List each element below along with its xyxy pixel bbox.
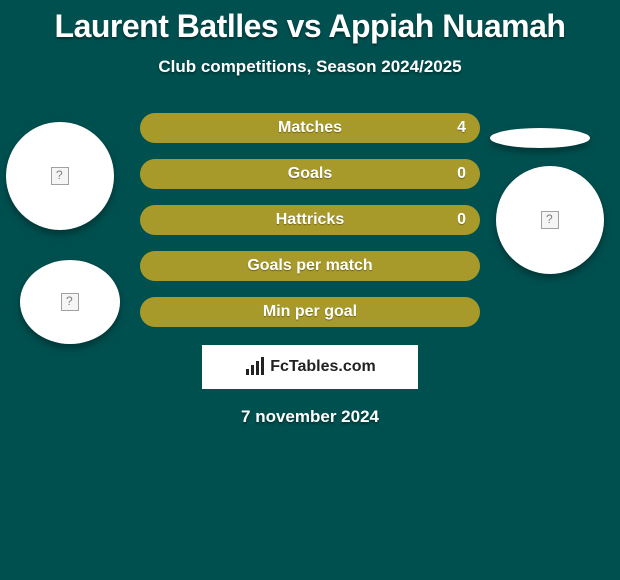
stat-label: Goals per match: [247, 257, 372, 275]
stats-container: Matches 4 Goals 0 Hattricks 0 Goals per …: [140, 113, 480, 327]
page-title: Laurent Batlles vs Appiah Nuamah: [0, 0, 620, 45]
stat-row-hattricks: Hattricks 0: [140, 205, 480, 235]
avatar-left-bottom: [20, 260, 120, 344]
brand-box: FcTables.com: [202, 345, 418, 389]
broken-image-icon: [51, 167, 69, 185]
stat-row-min-per-goal: Min per goal: [140, 297, 480, 327]
avatar-right: [496, 166, 604, 274]
stat-row-goals-per-match: Goals per match: [140, 251, 480, 281]
stat-row-goals: Goals 0: [140, 159, 480, 189]
stat-label: Hattricks: [276, 211, 344, 229]
stat-label: Goals: [288, 165, 332, 183]
stat-row-matches: Matches 4: [140, 113, 480, 143]
stat-label: Min per goal: [263, 303, 357, 321]
stat-label: Matches: [278, 119, 342, 137]
date-text: 7 november 2024: [0, 407, 620, 427]
broken-image-icon: [541, 211, 559, 229]
ellipse-right-top: [490, 128, 590, 148]
broken-image-icon: [61, 293, 79, 311]
avatar-left-top: [6, 122, 114, 230]
stat-value: 0: [457, 211, 466, 229]
stat-value: 0: [457, 165, 466, 183]
subtitle: Club competitions, Season 2024/2025: [0, 57, 620, 77]
brand-text: FcTables.com: [270, 358, 376, 376]
stat-value: 4: [457, 119, 466, 137]
bars-icon: [244, 357, 266, 377]
